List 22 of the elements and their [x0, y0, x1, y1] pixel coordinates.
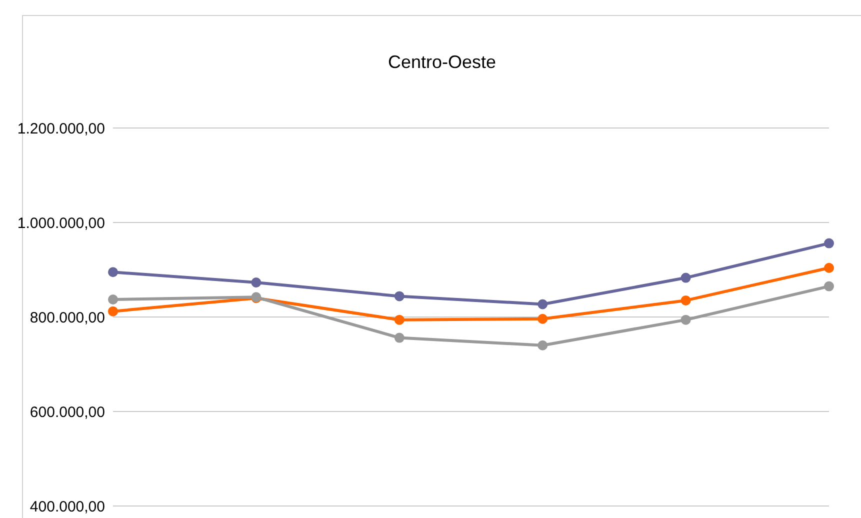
chart-title: Centro-Oeste [386, 52, 498, 73]
y-tick-label: 1.000.000,00 [17, 214, 105, 232]
point [108, 294, 118, 305]
point [108, 267, 118, 278]
point [394, 291, 404, 302]
point [824, 238, 834, 248]
point [538, 314, 548, 324]
point [680, 272, 691, 283]
point [680, 314, 691, 325]
point [824, 281, 834, 292]
y-tick-label: 600.000,00 [30, 404, 105, 421]
y-tick-label: 1.200.000,00 [17, 120, 105, 138]
point [538, 340, 548, 350]
y-tick-label: 800.000,00 [30, 309, 105, 326]
point [680, 295, 691, 306]
point [108, 306, 118, 316]
point [394, 314, 404, 325]
point [394, 332, 404, 343]
point [824, 262, 834, 273]
point [251, 278, 262, 288]
y-tick-label: 400.000,00 [30, 498, 105, 516]
point [538, 299, 548, 310]
